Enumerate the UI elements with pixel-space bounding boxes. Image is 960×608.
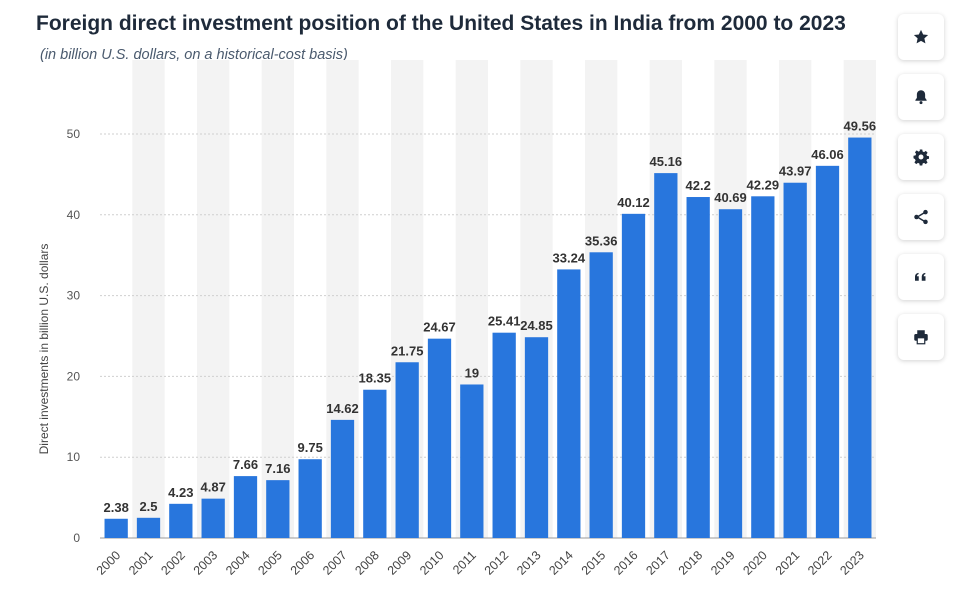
gear-icon — [913, 149, 930, 166]
quote-icon — [915, 272, 926, 281]
data-label: 4.23 — [168, 485, 193, 500]
data-label: 33.24 — [553, 250, 586, 265]
x-tick-label: 2005 — [255, 548, 285, 578]
x-tick-label: 2001 — [126, 548, 156, 578]
data-label: 40.69 — [714, 190, 747, 205]
x-tick-label: 2007 — [320, 548, 350, 578]
column-band — [197, 60, 230, 538]
data-label: 49.56 — [844, 119, 877, 134]
data-label: 43.97 — [779, 164, 812, 179]
chart-subtitle: (in billion U.S. dollars, on a historica… — [40, 47, 348, 63]
data-label: 14.62 — [326, 401, 359, 416]
x-tick-label: 2004 — [223, 548, 253, 578]
bar — [298, 459, 322, 538]
x-tick-label: 2017 — [643, 548, 673, 578]
bar — [460, 384, 484, 538]
x-tick-label: 2010 — [417, 548, 447, 578]
y-tick-label: 0 — [73, 531, 80, 545]
data-label: 4.87 — [201, 480, 226, 495]
bar — [201, 498, 225, 538]
bar — [524, 337, 549, 538]
x-tick-label: 2016 — [611, 548, 641, 578]
bar — [751, 196, 775, 538]
settings-button[interactable] — [898, 134, 944, 180]
data-label: 35.36 — [585, 233, 618, 248]
bar — [718, 209, 743, 538]
bar — [848, 137, 872, 538]
bar — [266, 480, 290, 538]
x-tick-label: 2023 — [837, 548, 867, 578]
x-tick-label: 2000 — [94, 548, 124, 578]
favorite-button[interactable] — [898, 14, 944, 60]
bar — [589, 252, 613, 538]
bar — [233, 476, 258, 538]
column-band — [261, 60, 294, 538]
bar — [363, 389, 387, 538]
print-icon — [914, 330, 928, 345]
bar — [395, 362, 419, 538]
bar — [104, 518, 128, 538]
data-label: 24.67 — [423, 320, 456, 335]
x-tick-label: 2019 — [708, 548, 738, 578]
data-label: 42.2 — [686, 178, 711, 193]
x-tick-label: 2022 — [805, 548, 835, 578]
x-tick-label: 2008 — [352, 548, 382, 578]
bar — [169, 503, 193, 538]
chart-title: Foreign direct investment position of th… — [36, 12, 846, 35]
x-tick-label: 2018 — [676, 548, 706, 578]
bar — [815, 165, 840, 538]
x-tick-label: 2006 — [288, 548, 318, 578]
bar — [621, 213, 646, 539]
share-button[interactable] — [898, 194, 944, 240]
data-label: 19 — [465, 365, 479, 380]
x-tick-label: 2002 — [158, 548, 188, 578]
star-icon — [913, 29, 929, 44]
y-tick-label: 10 — [67, 450, 81, 464]
x-tick-label: 2012 — [482, 548, 512, 578]
bar — [330, 419, 355, 538]
data-label: 2.38 — [104, 500, 129, 515]
bar — [136, 517, 161, 538]
data-label: 7.66 — [233, 457, 258, 472]
bar — [492, 332, 516, 538]
bar — [654, 173, 678, 539]
x-tick-label: 2014 — [546, 548, 576, 578]
bar — [557, 269, 581, 538]
y-tick-label: 30 — [67, 289, 81, 303]
y-tick-label: 50 — [67, 127, 81, 141]
column-band — [132, 60, 165, 538]
bell-icon — [915, 90, 927, 105]
data-label: 24.85 — [520, 318, 553, 333]
x-tick-label: 2020 — [740, 548, 770, 578]
y-tick-label: 40 — [67, 208, 81, 222]
data-label: 46.06 — [811, 147, 844, 162]
data-label: 18.35 — [359, 371, 392, 386]
x-tick-label: 2015 — [579, 548, 609, 578]
data-label: 42.29 — [747, 177, 780, 192]
data-label: 9.75 — [298, 440, 323, 455]
data-label: 25.41 — [488, 314, 521, 329]
notification-button[interactable] — [898, 74, 944, 120]
data-label: 21.75 — [391, 343, 424, 358]
cite-button[interactable] — [898, 254, 944, 300]
x-tick-label: 2021 — [773, 548, 803, 578]
bar-chart: 0 10 20 30 40 50 Direct investments in billion… — [37, 60, 877, 578]
share-icon — [914, 209, 928, 225]
sidebar — [898, 14, 946, 374]
x-tick-label: 2013 — [514, 548, 544, 578]
bar — [427, 338, 452, 538]
data-label: 40.12 — [617, 195, 650, 210]
bar — [783, 182, 807, 538]
y-tick-label: 20 — [67, 369, 81, 383]
print-button[interactable] — [898, 314, 944, 360]
x-tick-label: 2009 — [385, 548, 415, 578]
x-tick-label: 2011 — [450, 548, 479, 577]
y-axis-label: Direct investments in billion U.S. dolla… — [37, 244, 51, 455]
data-label: 7.16 — [265, 461, 290, 476]
data-label: 2.5 — [139, 499, 157, 514]
data-label: 45.16 — [650, 154, 683, 169]
x-tick-label: 2003 — [191, 548, 221, 578]
bar — [686, 197, 710, 539]
